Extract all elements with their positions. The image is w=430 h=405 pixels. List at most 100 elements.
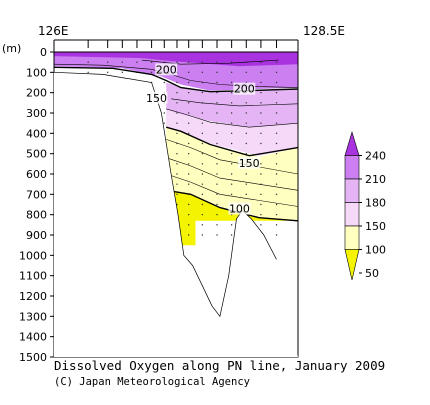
contour-line bbox=[166, 173, 299, 207]
sample-dot bbox=[230, 91, 233, 94]
sample-dot bbox=[260, 71, 262, 74]
sample-dot bbox=[230, 173, 233, 175]
sample-dot bbox=[87, 71, 89, 74]
sample-dot bbox=[230, 152, 233, 155]
colorbar-label: 50 bbox=[365, 267, 379, 280]
sample-dot bbox=[260, 81, 262, 84]
y-axis-ticks: 0 100 200 300 400 500 600 700 800 900 1000 1100 1200… bbox=[19, 46, 54, 364]
sample-dot bbox=[245, 102, 247, 104]
y-tick-label: 500 bbox=[26, 148, 47, 161]
sample-dot bbox=[216, 203, 218, 206]
sample-dot bbox=[176, 163, 178, 165]
below-bottom-mask bbox=[54, 72, 298, 358]
sample-dot bbox=[245, 152, 247, 155]
sample-dot bbox=[187, 91, 190, 94]
contour-label: 200 bbox=[234, 83, 255, 96]
sample-dot bbox=[187, 102, 190, 104]
contour-label-bg bbox=[155, 63, 178, 76]
sample-dot bbox=[201, 163, 204, 165]
sample-dot bbox=[230, 102, 233, 104]
colorbar-label: 210 bbox=[365, 173, 386, 186]
colorbar-bottom-arrow bbox=[344, 249, 360, 281]
sample-dot bbox=[106, 71, 109, 74]
sample-dot bbox=[163, 81, 165, 84]
sample-dot bbox=[176, 122, 178, 124]
sample-dot bbox=[176, 112, 178, 114]
sample-dot bbox=[275, 173, 278, 175]
sample-dot bbox=[275, 142, 278, 145]
sample-dot bbox=[176, 183, 178, 185]
contour-label: 150 bbox=[146, 92, 167, 105]
contour-label-bg bbox=[233, 82, 256, 95]
sample-dot bbox=[275, 213, 278, 216]
sample-dot bbox=[176, 193, 178, 196]
contour-label-bg bbox=[238, 156, 261, 169]
sample-dot bbox=[201, 122, 204, 124]
sample-dot bbox=[275, 183, 278, 185]
sample-dot bbox=[260, 61, 262, 63]
y-tick-label: 900 bbox=[26, 229, 47, 242]
y-tick-label: 1400 bbox=[19, 331, 47, 344]
contour-line bbox=[166, 189, 299, 222]
sample-dot bbox=[121, 61, 124, 63]
y-tick-label: 1500 bbox=[19, 351, 47, 364]
sample-dot bbox=[275, 112, 278, 114]
sample-dot bbox=[275, 122, 278, 124]
sample-dot bbox=[245, 122, 247, 124]
sample-dot bbox=[187, 142, 190, 145]
sample-dot bbox=[187, 71, 190, 74]
colorbar-label: 240 bbox=[365, 150, 386, 163]
x-axis-end-label: 128.5E bbox=[303, 24, 345, 38]
sample-dot bbox=[216, 193, 218, 196]
sample-dot bbox=[176, 61, 178, 63]
sample-dot bbox=[230, 183, 233, 185]
y-tick-label: 600 bbox=[26, 168, 47, 181]
contour-line bbox=[171, 98, 299, 107]
sample-dot bbox=[187, 173, 190, 175]
sample-dot bbox=[230, 71, 233, 74]
sample-dot bbox=[187, 81, 190, 84]
sample-dot bbox=[230, 61, 233, 63]
sample-dot bbox=[260, 213, 262, 216]
sample-dot bbox=[230, 142, 233, 145]
sample-dot bbox=[260, 163, 262, 165]
sample-dot bbox=[275, 152, 278, 155]
sample-dot bbox=[201, 132, 204, 135]
sample-dot bbox=[187, 224, 190, 226]
sample-dot bbox=[187, 163, 190, 165]
sample-dot bbox=[260, 142, 262, 145]
contour-label-bg bbox=[145, 91, 168, 104]
sample-dot bbox=[245, 112, 247, 114]
sample-dot bbox=[275, 81, 278, 84]
sample-dot bbox=[260, 173, 262, 175]
sample-dot bbox=[216, 183, 218, 185]
sample-dot bbox=[245, 173, 247, 175]
sample-dot bbox=[260, 91, 262, 94]
sample-dot bbox=[230, 193, 233, 196]
sample-dot bbox=[187, 152, 190, 155]
sample-dot bbox=[245, 71, 247, 74]
sample-dot bbox=[275, 102, 278, 104]
sample-dot bbox=[216, 173, 218, 175]
sample-dot bbox=[201, 234, 204, 236]
y-tick-label: 300 bbox=[26, 107, 47, 120]
sample-dot bbox=[260, 102, 262, 104]
sample-dot bbox=[275, 132, 278, 135]
sample-dot bbox=[216, 81, 218, 84]
fill-yellow-50-100 bbox=[166, 190, 298, 246]
sample-dot bbox=[245, 132, 247, 135]
y-tick-label: 1100 bbox=[19, 270, 47, 283]
sample-dot bbox=[176, 102, 178, 104]
fill-lightpink-150-180 bbox=[166, 108, 298, 156]
sample-dot bbox=[230, 132, 233, 135]
chart-title: Dissolved Oxygen along PN line, January … bbox=[54, 358, 386, 373]
sample-dot bbox=[275, 224, 278, 226]
sample-dot bbox=[230, 163, 233, 165]
sample-dot bbox=[216, 91, 218, 94]
sample-dot bbox=[201, 71, 204, 74]
y-tick-label: 0 bbox=[40, 46, 47, 59]
chart-credit: (C) Japan Meteorological Agency bbox=[54, 376, 250, 388]
sample-dot bbox=[187, 234, 190, 236]
y-tick-label: 800 bbox=[26, 209, 47, 222]
